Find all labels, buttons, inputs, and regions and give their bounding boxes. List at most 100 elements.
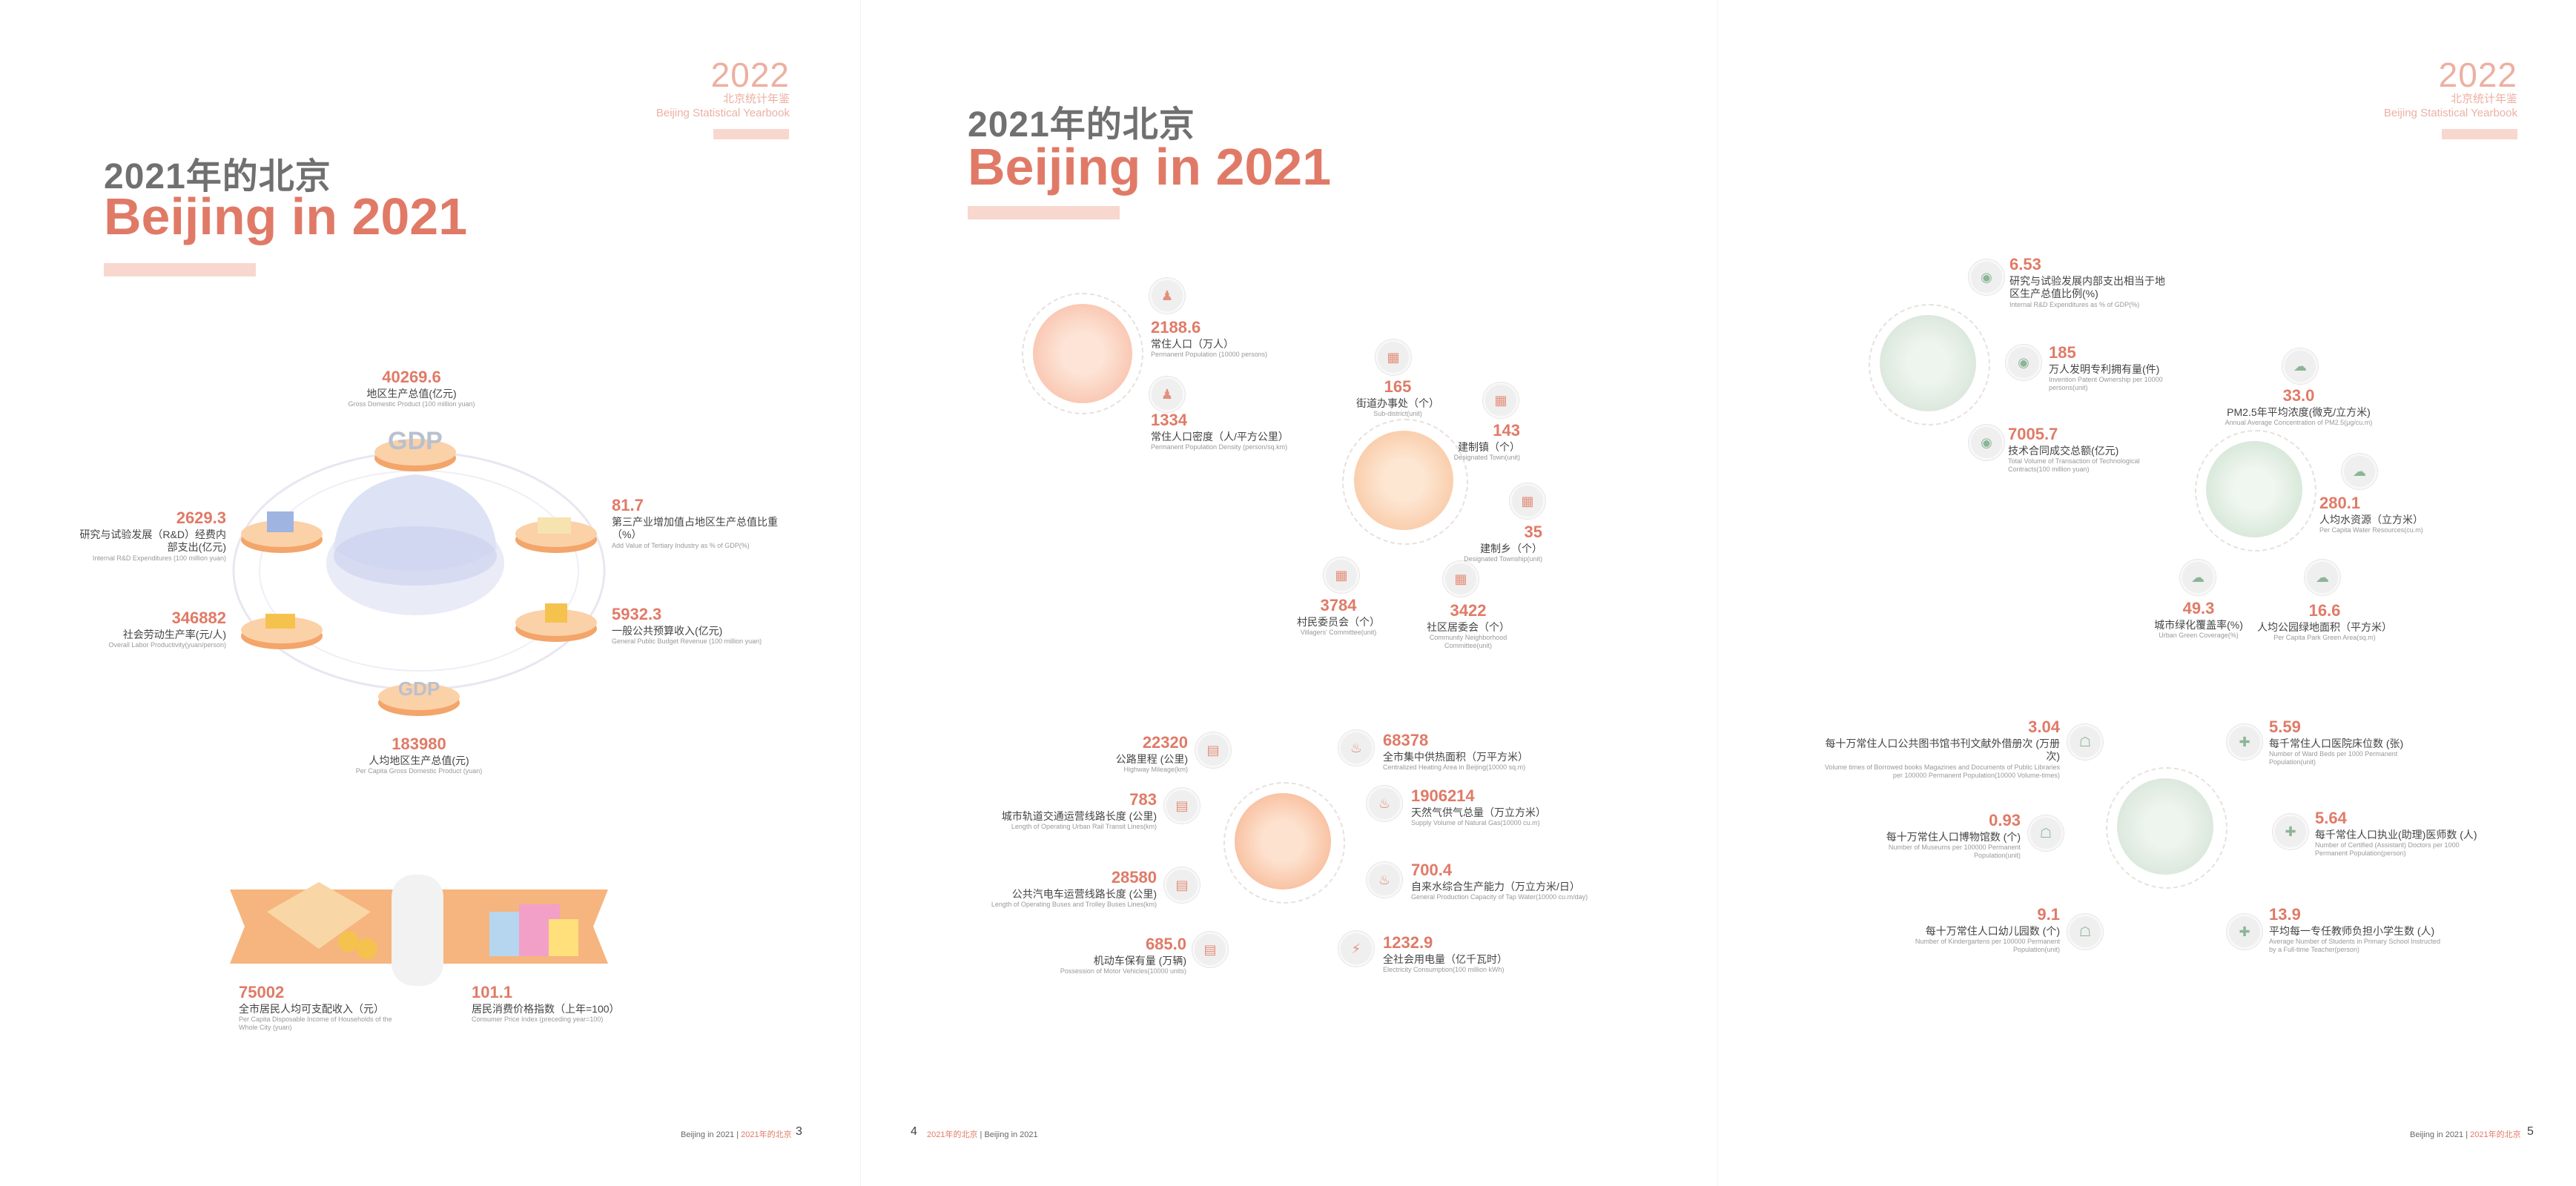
electricity-icon: ⚡ [1338,931,1374,967]
social-illustration [2117,778,2213,875]
person-icon: ♟ [1149,278,1185,314]
gas-icon: ♨ [1367,786,1402,821]
subdistrict-icon: ▦ [1375,339,1411,375]
admin-illustration [1354,431,1453,530]
indicator-green-coverage: 49.3 城市绿化覆盖率(%) Urban Green Coverage(%) [2154,599,2243,639]
population-circle [1022,293,1143,414]
indicator-library: 3.04 每十万常住人口公共图书馆书刊文献外借册次 (万册次) Volume tim… [1824,718,2060,779]
percapita-pedestal: GDP [378,678,460,716]
page-divider-2 [1717,0,1718,1186]
yearbook-header-p3: 2022 北京统计年鉴 Beijing Statistical Yearbook [593,58,790,120]
density-icon: ♟ [1149,377,1185,412]
indicator-water-resource: 280.1 人均水资源（立方米） Per Capita Water Resource… [2319,494,2423,534]
indicator-village: 3784 村民委员会（个） Villagers' Committee(unit) [1297,596,1380,636]
indicator-community: 3422 社区居委会（个） Community Neighborhood Commi… [1427,601,1510,650]
indicator-gdp: 40269.6 地区生产总值(亿元) Gross Domestic Product … [348,368,475,408]
indicator-population-density: 1334 常住人口密度（人/平方公里） Permanent Population D… [1151,411,1289,451]
indicator-labor-productivity: 346882 社会劳动生产率(元/人) Overall Labor Producti… [108,609,226,649]
page-title-en-p4: Beijing in 2021 [968,138,1332,196]
indicator-doctors: 5.64 每千常住人口执业(助理)医师数 (人) Number of Certifi… [2315,809,2477,858]
admin-circle [1342,419,1468,545]
labor-pedestal [241,614,323,649]
indicator-cpi: 101.1 居民消费价格指数（上年=100） Consumer Price Inde… [472,983,620,1023]
indicator-electricity: 1232.9 全社会用电量（亿千瓦时） Electricity Consumptio… [1383,933,1507,973]
contract-icon: ◉ [1969,425,2004,460]
bus-icon: ▤ [1164,867,1200,903]
tech-circle [1869,304,1990,425]
township-icon: ▦ [1510,483,1545,519]
gdp-ring-illustration [232,451,606,691]
svg-text:GDP: GDP [388,427,443,455]
library-icon: ☖ [2067,724,2103,760]
indicator-subdistrict: 165 街道办事处（个） Sub-district(unit) [1356,377,1439,417]
gdp-pedestal-top: GDP [374,427,456,471]
page-divider [860,0,861,1186]
yearbook-en: Beijing Statistical Yearbook [655,106,790,119]
indicator-museum: 0.93 每十万常住人口博物馆数 (个) Number of Museums per… [1886,811,2021,860]
village-icon: ▦ [1324,557,1359,593]
indicator-bus-lines: 28580 公共汽电车运营线路长度 (公里) Length of Operating… [991,868,1157,908]
indicator-highway: 22320 公路里程 (公里) Highway Mileage(km) [1115,733,1188,773]
indicator-township: 35 建制乡（个） Designated Township(unit) [1464,523,1542,563]
yearbook-bar-p5 [2442,129,2517,139]
community-icon: ▦ [1443,561,1479,597]
indicator-percapita-gdp: 183980 人均地区生产总值(元) Per Capita Gross Domest… [355,735,483,775]
env-illustration [2206,441,2302,537]
patent-icon: ◉ [2006,345,2041,380]
title-underline-p4 [968,206,1120,219]
indicator-hospital-beds: 5.59 每千常住人口医院床位数 (张) Number of Ward Beds p… [2269,718,2404,766]
indicator-park-area: 16.6 人均公园绿地面积（平方米） Per Capita Park Green A… [2257,601,2392,641]
museum-icon: ☖ [2028,815,2064,851]
indicator-population: 2188.6 常住人口（万人） Permanent Population (1000… [1151,318,1268,358]
hospital-bed-icon: ✚ [2227,724,2262,760]
page-title-en: Beijing in 2021 [104,188,468,245]
indicator-rail: 783 城市轨道交通运营线路长度 (公里) Length of Operating … [1001,790,1157,830]
budget-pedestal [515,603,597,642]
income-banner-illustration [230,875,608,986]
indicator-rd: 2629.3 研究与试验发展（R&D）经费内部支出(亿元) Internal R&D… [79,508,226,562]
rd-pedestal [241,511,323,553]
indicator-tertiary: 81.7 第三产业增加值占地区生产总值比重（%） Add Value of Tert… [612,496,778,549]
svg-text:GDP: GDP [398,678,440,700]
park-icon: ☁ [2305,560,2340,595]
footer-p5: Beijing in 2021 | 2021年的北京 [2410,1130,2521,1139]
indicator-vehicles: 685.0 机动车保有量 (万辆) Possession of Motor Vehi… [1060,935,1186,975]
indicator-disposable-income: 75002 全市居民人均可支配收入（元） Per Capita Disposable… [239,983,392,1032]
page-title-cn-p4: 2021年的北京 [968,105,1195,145]
yearbook-cn: 北京统计年鉴 [722,93,790,105]
footer-p3: Beijing in 2021 | 2021年的北京 [681,1130,792,1139]
rail-icon: ▤ [1164,788,1200,824]
indicator-kindergarten: 9.1 每十万常住人口幼儿园数 (个) Number of Kindergarten… [1915,905,2060,954]
page-number-4: 4 [911,1125,917,1138]
green-coverage-icon: ☁ [2180,560,2216,595]
indicator-heating: 68378 全市集中供热面积（万平方米） Centralized Heating A… [1383,731,1528,771]
population-illustration [1033,304,1132,403]
kindergarten-icon: ☖ [2067,914,2103,950]
page-number-3: 3 [796,1125,802,1138]
indicator-tap-water: 700.4 自来水综合生产能力（万立方米/日） General Production… [1411,861,1588,901]
tertiary-pedestal [515,517,597,553]
water-resource-icon: ☁ [2342,454,2377,489]
indicator-tech-contracts: 7005.7 技术合同成交总额(亿元) Total Volume of Transa… [2008,425,2140,474]
town-icon: ▦ [1483,382,1519,418]
indicator-rd-gdp: 6.53 研究与试验发展内部支出相当于地区生产总值比例(%) Internal R&… [2009,255,2165,308]
page-title-cn: 2021年的北京 [104,157,331,196]
indicator-town: 143 建制镇（个） Designated Town(unit) [1453,421,1520,461]
indicator-patent: 185 万人发明专利拥有量(件) Invention Patent Ownershi… [2049,343,2163,392]
heating-icon: ♨ [1338,730,1374,766]
doctor-icon: ✚ [2273,814,2308,849]
indicator-gas: 1906214 天然气供气总量（万立方米） Supply Volume of Nat… [1411,786,1546,826]
indicator-pm25: 33.0 PM2.5年平均浓度(微克/立方米) Annual Average Con… [2225,386,2373,426]
tech-illustration [1880,315,1976,411]
yearbook-bar [713,129,789,139]
indicator-budget: 5932.3 一般公共预算收入(亿元) General Public Budget … [612,605,762,645]
transport-circle [1223,782,1345,904]
rd-icon: ◉ [1969,259,2004,295]
env-circle [2195,430,2316,551]
pm25-icon: ☁ [2282,348,2318,384]
transport-illustration [1235,793,1331,890]
car-icon: ▤ [1192,932,1228,967]
indicator-teacher-ratio: 13.9 平均每一专任教师负担小学生数 (人) Average Number of … [2269,905,2440,954]
yearbook-header-p5: 2022 北京统计年鉴 Beijing Statistical Yearbook [2383,56,2517,119]
social-circle [2106,767,2227,889]
